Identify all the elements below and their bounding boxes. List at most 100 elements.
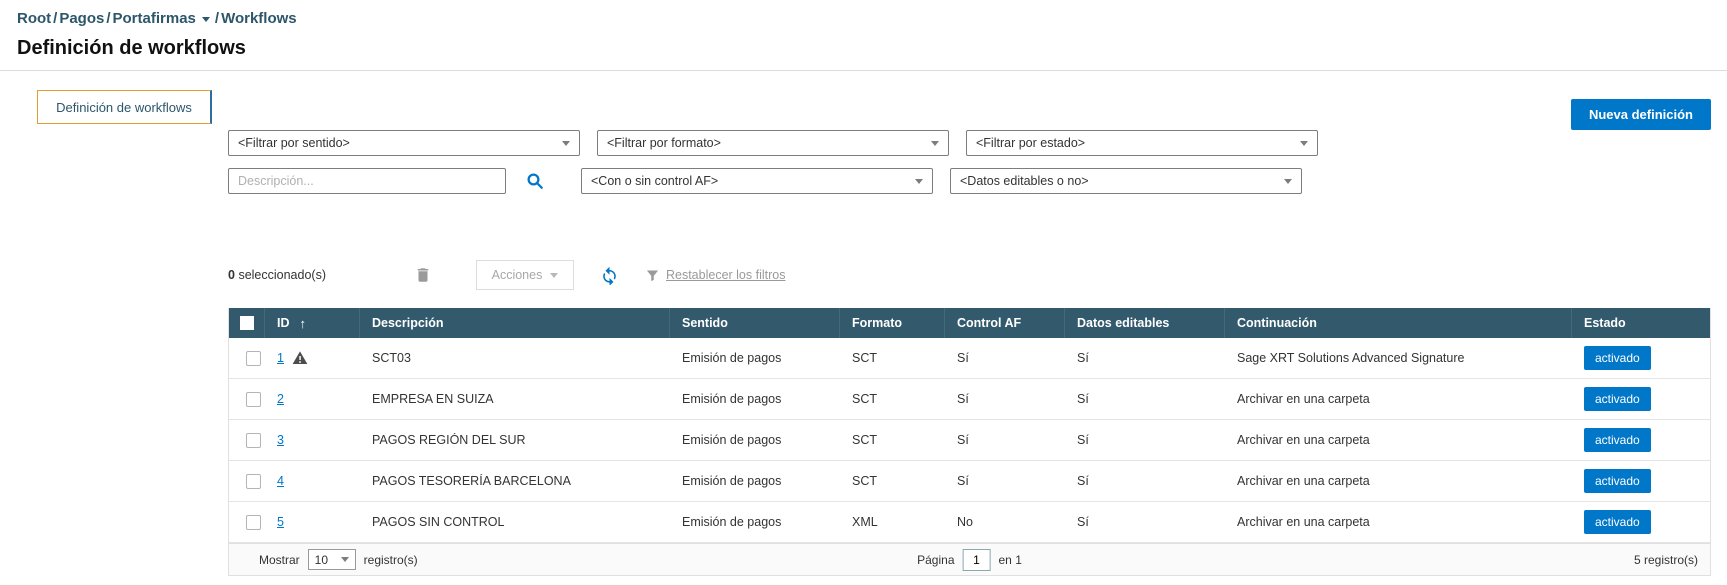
breadcrumb-separator: /: [53, 10, 58, 27]
row-checkbox[interactable]: [245, 432, 261, 448]
column-header-control-af[interactable]: Control AF: [945, 308, 1065, 338]
cell-control-af: Sí: [957, 351, 969, 365]
table-footer: Mostrar 10 registro(s) Página en 1 5 reg…: [229, 543, 1710, 575]
cell-descripcion: EMPRESA EN SUIZA: [372, 392, 494, 406]
page-size-value: 10: [314, 552, 329, 567]
registros-label: registro(s): [363, 552, 418, 567]
cell-sentido: Emisión de pagos: [682, 433, 782, 447]
filter-sentido-value: <Filtrar por sentido>: [238, 136, 350, 150]
cell-formato: SCT: [852, 392, 877, 406]
column-header-continuacion[interactable]: Continuación: [1225, 308, 1572, 338]
column-header-formato[interactable]: Formato: [840, 308, 945, 338]
cell-descripcion: PAGOS SIN CONTROL: [372, 515, 505, 529]
status-badge[interactable]: activado: [1584, 387, 1651, 411]
row-id-link[interactable]: 2: [277, 392, 284, 406]
chevron-down-icon: [915, 178, 923, 184]
cell-sentido: Emisión de pagos: [682, 392, 782, 406]
row-checkbox[interactable]: [245, 350, 261, 366]
cell-descripcion: SCT03: [372, 351, 411, 365]
row-checkbox[interactable]: [245, 473, 261, 489]
select-all-checkbox[interactable]: [239, 316, 254, 330]
filter-control-af-select[interactable]: <Con o sin control AF>: [581, 168, 933, 194]
cell-datos-editables: Sí: [1077, 474, 1089, 488]
tab-label: Definición de workflows: [56, 99, 192, 115]
page-size-select[interactable]: 10: [307, 549, 356, 570]
cell-continuacion: Archivar en una carpeta: [1237, 433, 1370, 447]
chevron-down-icon: [1284, 178, 1292, 184]
cell-datos-editables: Sí: [1077, 515, 1089, 529]
filter-formato-select[interactable]: <Filtrar por formato>: [597, 130, 949, 156]
row-id-link[interactable]: 1: [277, 351, 284, 365]
search-button[interactable]: [522, 168, 548, 194]
cell-control-af: No: [957, 515, 973, 529]
page-navigation: Página en 1: [917, 548, 1022, 571]
chevron-down-icon: [550, 272, 559, 278]
cell-control-af: Sí: [957, 474, 969, 488]
descripcion-search-input[interactable]: [228, 168, 506, 194]
cell-continuacion: Archivar en una carpeta: [1237, 474, 1370, 488]
breadcrumb-portafirmas[interactable]: Portafirmas: [112, 10, 196, 27]
page-of-label: en 1: [998, 552, 1022, 567]
column-header-estado[interactable]: Estado: [1584, 316, 1626, 330]
refresh-button[interactable]: [600, 266, 619, 285]
pagina-label: Página: [917, 552, 955, 567]
row-id-link[interactable]: 3: [277, 433, 284, 447]
status-badge[interactable]: activado: [1584, 428, 1651, 452]
breadcrumb-pagos[interactable]: Pagos: [59, 10, 105, 27]
row-checkbox[interactable]: [245, 514, 261, 530]
selected-count: 0 seleccionado(s): [228, 268, 326, 282]
table-toolbar: 0 seleccionado(s) Acciones Restablecer l…: [228, 260, 785, 290]
chevron-down-icon: [1300, 140, 1308, 146]
cell-continuacion: Sage XRT Solutions Advanced Signature: [1237, 351, 1465, 365]
cell-sentido: Emisión de pagos: [682, 474, 782, 488]
row-checkbox[interactable]: [245, 391, 261, 407]
status-badge[interactable]: activado: [1584, 510, 1651, 534]
sort-ascending-icon[interactable]: ↑: [299, 315, 307, 331]
status-badge[interactable]: activado: [1584, 469, 1651, 493]
breadcrumb-caret-down-icon[interactable]: [201, 17, 210, 22]
current-page-input[interactable]: [962, 548, 991, 571]
status-badge[interactable]: activado: [1584, 346, 1651, 370]
cell-control-af: Sí: [957, 433, 969, 447]
breadcrumb-separator: /: [214, 10, 220, 27]
reset-filters-link: Restablecer los filtros: [665, 268, 786, 282]
cell-formato: SCT: [852, 351, 877, 365]
new-definition-button[interactable]: Nueva definición: [1570, 99, 1711, 130]
column-header-sentido[interactable]: Sentido: [670, 308, 840, 338]
reset-filters-group[interactable]: Restablecer los filtros: [645, 268, 786, 283]
breadcrumb-workflows[interactable]: Workflows: [221, 10, 297, 27]
table-row: 2 EMPRESA EN SUIZA Emisión de pagos SCT …: [229, 379, 1710, 420]
filter-estado-select[interactable]: <Filtrar por estado>: [966, 130, 1318, 156]
filter-datos-editables-value: <Datos editables o no>: [960, 174, 1089, 188]
cell-formato: XML: [852, 515, 878, 529]
delete-button[interactable]: [414, 266, 432, 284]
cell-formato: SCT: [852, 474, 877, 488]
table-header-row: ID ↑ Descripción Sentido Formato Control…: [229, 308, 1710, 338]
filter-sentido-select[interactable]: <Filtrar por sentido>: [228, 130, 580, 156]
filter-formato-value: <Filtrar por formato>: [607, 136, 721, 150]
search-icon: [527, 173, 543, 189]
tab-definicion-de-workflows[interactable]: Definición de workflows: [37, 90, 212, 124]
mostrar-label: Mostrar: [259, 552, 300, 567]
breadcrumb-root[interactable]: Root: [17, 10, 52, 27]
filter-datos-editables-select[interactable]: <Datos editables o no>: [950, 168, 1302, 194]
cell-sentido: Emisión de pagos: [682, 351, 782, 365]
warning-icon: [292, 351, 308, 364]
column-header-id[interactable]: ID ↑: [265, 308, 360, 338]
cell-continuacion: Archivar en una carpeta: [1237, 515, 1370, 529]
workflows-table: ID ↑ Descripción Sentido Formato Control…: [228, 308, 1711, 576]
acciones-dropdown-button[interactable]: Acciones: [475, 260, 574, 290]
cell-descripcion: PAGOS TESORERÍA BARCELONA: [372, 474, 571, 488]
filter-control-af-value: <Con o sin control AF>: [591, 174, 719, 188]
chevron-down-icon: [931, 140, 939, 146]
title-divider: [0, 70, 1727, 71]
cell-sentido: Emisión de pagos: [682, 515, 782, 529]
column-header-descripcion[interactable]: Descripción: [360, 308, 670, 338]
cell-datos-editables: Sí: [1077, 433, 1089, 447]
table-row: 5 PAGOS SIN CONTROL Emisión de pagos XML…: [229, 502, 1710, 543]
filter-estado-value: <Filtrar por estado>: [976, 136, 1086, 150]
row-id-link[interactable]: 5: [277, 515, 284, 529]
column-header-datos-editables[interactable]: Datos editables: [1065, 308, 1225, 338]
row-id-link[interactable]: 4: [277, 474, 284, 488]
